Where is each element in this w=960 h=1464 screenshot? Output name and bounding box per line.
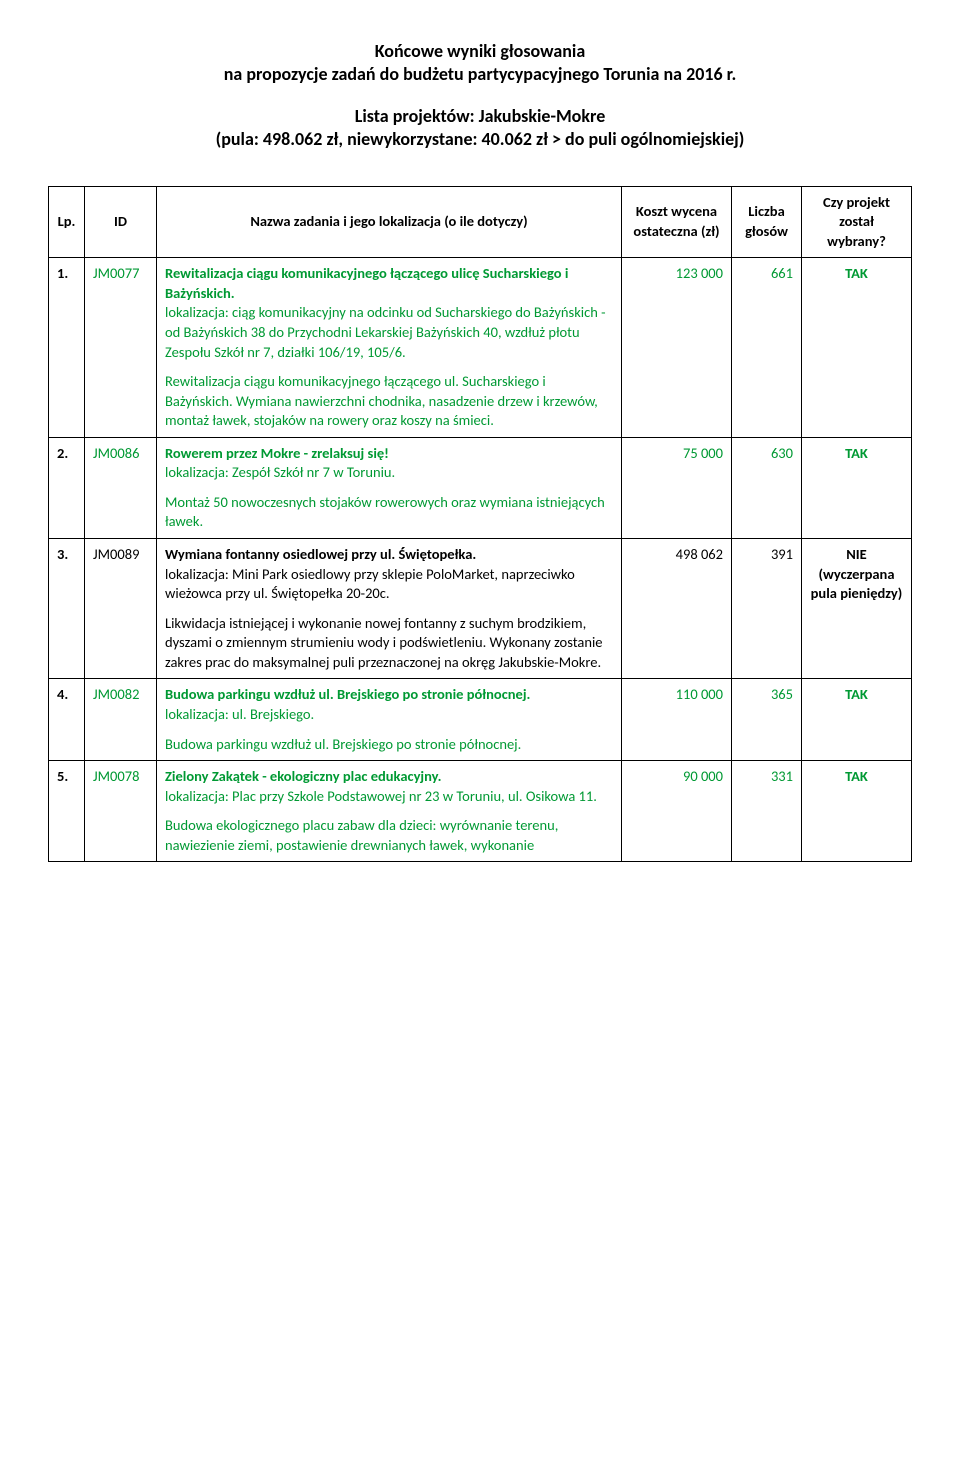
- cell-lp: 3.: [49, 539, 85, 679]
- cell-id: JM0086: [85, 437, 157, 538]
- project-title: Rowerem przez Mokre - zrelaksuj się!: [165, 444, 389, 462]
- cell-votes: 661: [732, 258, 802, 438]
- table-row: 5.JM0078 Zielony Zakątek - ekologiczny pl…: [49, 761, 912, 862]
- cell-selected: NIE (wyczerpana pula pieniędzy): [802, 539, 912, 679]
- project-detail: Rewitalizacja ciągu komunikacyjnego łącz…: [165, 372, 613, 431]
- subtitle-line-2: (pula: 498.062 zł, niewykorzystane: 40.0…: [48, 128, 912, 151]
- cell-description: Wymiana fontanny osiedlowej przy ul. Świ…: [157, 539, 622, 679]
- col-id: ID: [85, 186, 157, 258]
- project-location: lokalizacja: Mini Park osiedlowy przy sk…: [165, 565, 575, 603]
- cell-votes: 365: [732, 679, 802, 761]
- project-title: Zielony Zakątek - ekologiczny plac eduka…: [165, 767, 442, 785]
- col-selected: Czy projekt został wybrany?: [802, 186, 912, 258]
- table-header-row: Lp. ID Nazwa zadania i jego lokalizacja …: [49, 186, 912, 258]
- cell-description: Rewitalizacja ciągu komunikacyjnego łącz…: [157, 258, 622, 438]
- project-location: lokalizacja: Plac przy Szkole Podstawowe…: [165, 787, 597, 805]
- subtitle-line-1: Lista projektów: Jakubskie-Mokre: [48, 105, 912, 128]
- cell-description: Zielony Zakątek - ekologiczny plac eduka…: [157, 761, 622, 862]
- col-lp: Lp.: [49, 186, 85, 258]
- cell-votes: 391: [732, 539, 802, 679]
- cell-id: JM0089: [85, 539, 157, 679]
- project-location: lokalizacja: Zespół Szkół nr 7 w Toruniu…: [165, 463, 395, 481]
- cell-id: JM0082: [85, 679, 157, 761]
- table-row: 4.JM0082 Budowa parkingu wzdłuż ul. Brejs…: [49, 679, 912, 761]
- project-location: lokalizacja: ul. Brejskiego.: [165, 705, 314, 723]
- table-row: 2.JM0086Rowerem przez Mokre - zrelaksuj …: [49, 437, 912, 538]
- page-subtitle-block: Lista projektów: Jakubskie-Mokre (pula: …: [48, 105, 912, 152]
- table-row: 3.JM0089 Wymiana fontanny osiedlowej przy…: [49, 539, 912, 679]
- project-detail: Montaż 50 nowoczesnych stojaków rowerowy…: [165, 493, 613, 532]
- project-title: Rewitalizacja ciągu komunikacyjnego łącz…: [165, 264, 568, 302]
- cell-selected: TAK: [802, 679, 912, 761]
- cell-selected: TAK: [802, 258, 912, 438]
- project-title: Budowa parkingu wzdłuż ul. Brejskiego po…: [165, 685, 530, 703]
- table-row: 1.JM0077Rewitalizacja ciągu komunikacyjn…: [49, 258, 912, 438]
- title-line-2: na propozycje zadań do budżetu partycypa…: [48, 63, 912, 86]
- cell-lp: 2.: [49, 437, 85, 538]
- cell-description: Rowerem przez Mokre - zrelaksuj się!loka…: [157, 437, 622, 538]
- cell-lp: 1.: [49, 258, 85, 438]
- cell-description: Budowa parkingu wzdłuż ul. Brejskiego po…: [157, 679, 622, 761]
- col-cost: Koszt wycena ostateczna (zł): [622, 186, 732, 258]
- cell-cost: 75 000: [622, 437, 732, 538]
- cell-cost: 90 000: [622, 761, 732, 862]
- cell-votes: 331: [732, 761, 802, 862]
- title-line-1: Końcowe wyniki głosowania: [48, 40, 912, 63]
- col-desc: Nazwa zadania i jego lokalizacja (o ile …: [157, 186, 622, 258]
- cell-cost: 123 000: [622, 258, 732, 438]
- cell-selected: TAK: [802, 437, 912, 538]
- cell-id: JM0077: [85, 258, 157, 438]
- cell-cost: 498 062: [622, 539, 732, 679]
- results-table: Lp. ID Nazwa zadania i jego lokalizacja …: [48, 186, 912, 863]
- project-detail: Likwidacja istniejącej i wykonanie nowej…: [165, 614, 613, 673]
- project-title: Wymiana fontanny osiedlowej przy ul. Świ…: [165, 545, 476, 563]
- cell-cost: 110 000: [622, 679, 732, 761]
- project-detail: Budowa parkingu wzdłuż ul. Brejskiego po…: [165, 735, 613, 755]
- cell-lp: 4.: [49, 679, 85, 761]
- page-title-block: Końcowe wyniki głosowania na propozycje …: [48, 40, 912, 87]
- project-detail: Budowa ekologicznego placu zabaw dla dzi…: [165, 816, 613, 855]
- col-votes: Liczba głosów: [732, 186, 802, 258]
- cell-id: JM0078: [85, 761, 157, 862]
- cell-lp: 5.: [49, 761, 85, 862]
- cell-votes: 630: [732, 437, 802, 538]
- cell-selected: TAK: [802, 761, 912, 862]
- project-location: lokalizacja: ciąg komunikacyjny na odcin…: [165, 303, 606, 360]
